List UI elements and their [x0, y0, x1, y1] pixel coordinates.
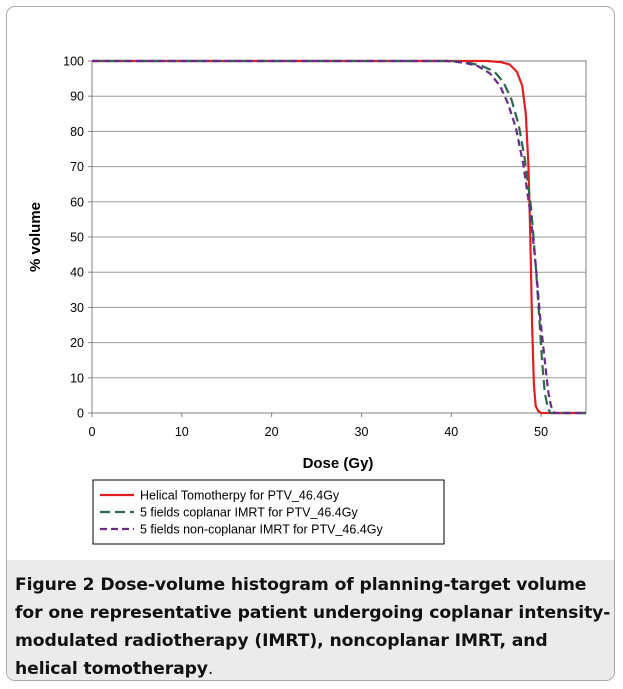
legend: Helical Tomotherpy for PTV_46.4Gy 5 field… [92, 479, 445, 545]
caption-box [7, 560, 614, 680]
y-tick-label: 50 [70, 231, 84, 245]
legend-label-2: 5 fields coplanar IMRT for PTV_46.4Gy [140, 506, 358, 520]
y-tick-label: 80 [70, 125, 84, 139]
series-lines [92, 59, 586, 415]
caption-text: Dose-volume histogram of planning-target… [15, 575, 611, 679]
x-tick-label: 20 [265, 425, 279, 439]
figure-caption: Figure 2 Dose-volume histogram of planni… [15, 571, 611, 683]
y-tick-label: 20 [70, 336, 84, 350]
y-tick-label: 60 [70, 195, 84, 209]
x-tick-label: 30 [355, 425, 369, 439]
y-tick-label: 70 [70, 160, 84, 174]
dvh-chart: 0 10 20 30 40 50 60 70 80 90 100 0 10 20 30 40 50 Dose (… [27, 55, 587, 545]
x-tick-label: 50 [534, 425, 548, 439]
legend-label-3: 5 fields non-coplanar IMRT for PTV_46.4G… [140, 523, 383, 537]
y-tick-label: 40 [70, 266, 84, 280]
y-axis-label: % volume [27, 202, 44, 272]
series-line-2 [92, 59, 586, 415]
grid-lines [92, 95, 586, 379]
y-tick-label: 100 [63, 55, 84, 69]
y-tick-label: 30 [70, 301, 84, 315]
x-axis-label: Dose (Gy) [303, 455, 374, 472]
series-line-3 [92, 59, 586, 415]
y-tick-label: 0 [77, 407, 84, 421]
legend-box [92, 479, 445, 545]
caption-end: . [207, 659, 214, 679]
series-line-1 [92, 59, 586, 415]
y-tick-label: 10 [70, 371, 84, 385]
caption-label: Figure 2 [15, 575, 95, 595]
legend-label-1: Helical Tomotherpy for PTV_46.4Gy [140, 489, 340, 503]
axes: 0 10 20 30 40 50 60 70 80 90 100 0 10 20 30 40 50 [63, 55, 548, 440]
legend-items: Helical Tomotherpy for PTV_46.4Gy 5 field… [100, 489, 383, 537]
x-tick-label: 0 [89, 425, 96, 439]
x-tick-label: 10 [175, 425, 189, 439]
y-tick-label: 90 [70, 90, 84, 104]
x-tick-label: 40 [444, 425, 458, 439]
